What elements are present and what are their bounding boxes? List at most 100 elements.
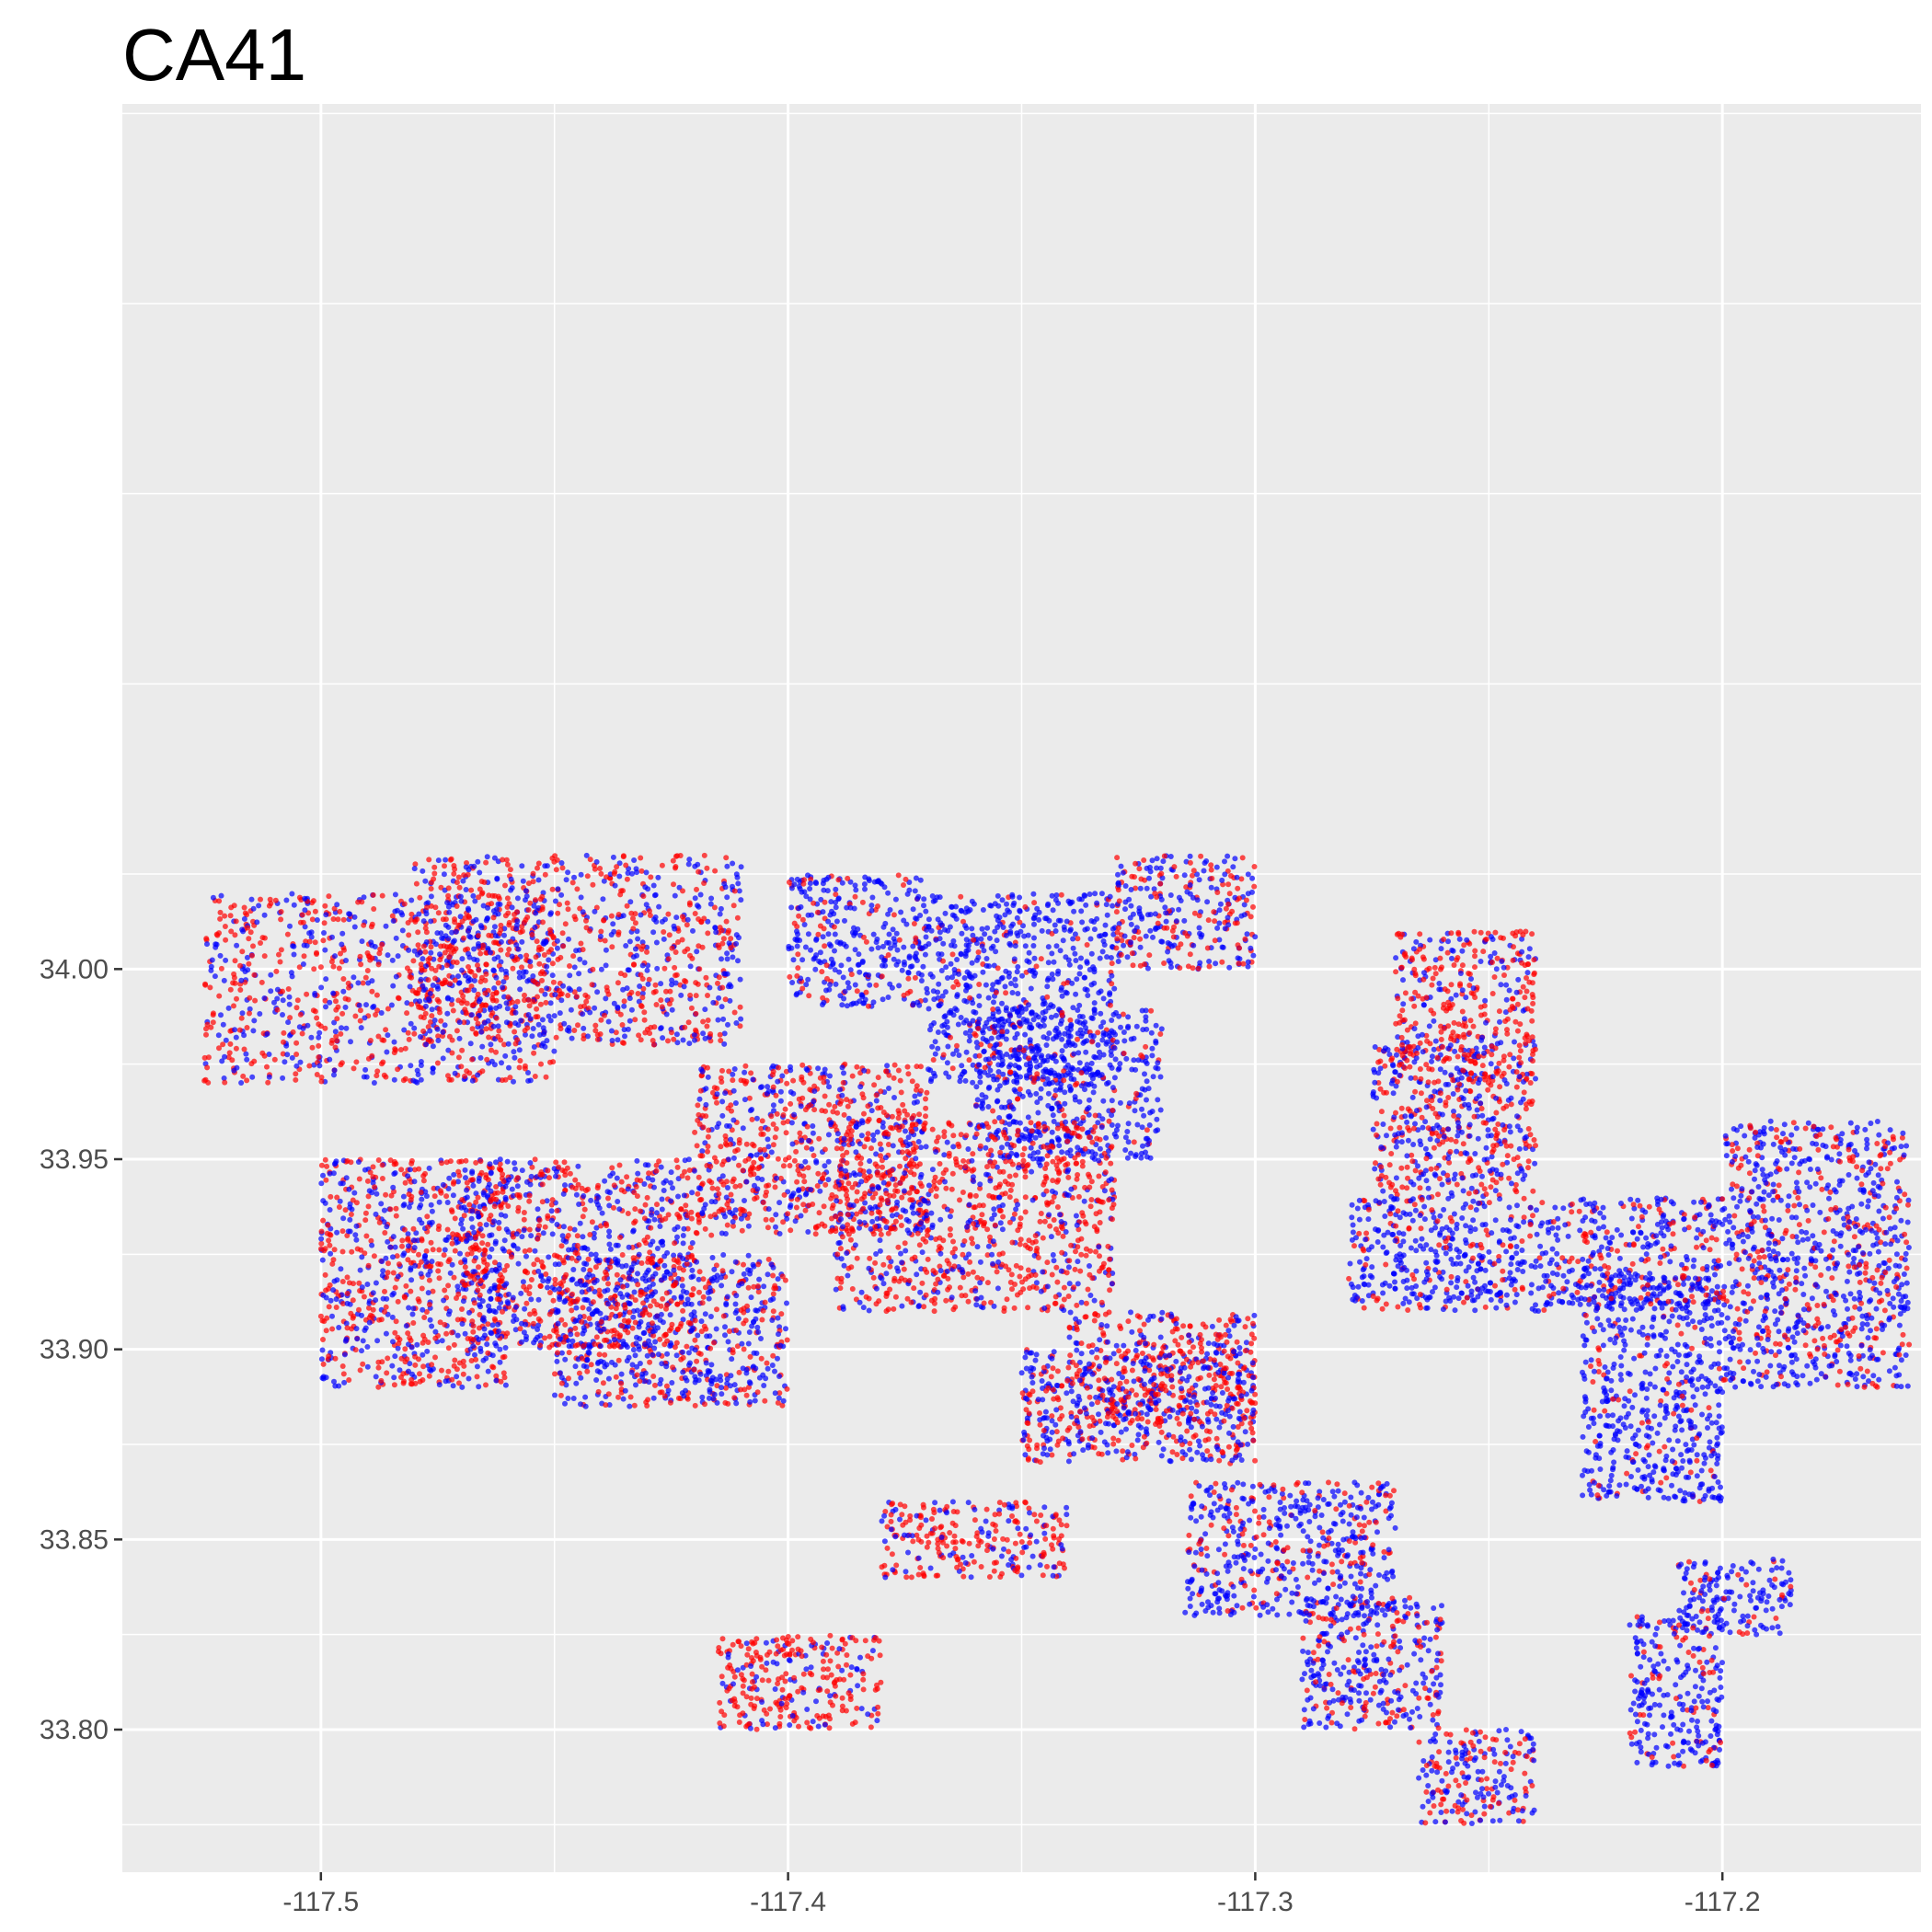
data-point-red: [334, 1038, 340, 1044]
data-point-red: [379, 1176, 385, 1181]
data-point-red: [460, 1371, 466, 1377]
data-point-red: [514, 1175, 521, 1181]
data-point-blue: [440, 1029, 446, 1035]
data-point-blue: [1031, 921, 1037, 927]
data-point-red: [578, 1004, 584, 1010]
data-point-red: [494, 1190, 500, 1196]
data-point-red: [1061, 1077, 1067, 1084]
data-point-red: [207, 984, 213, 991]
data-point-red: [481, 1268, 488, 1274]
data-point-blue: [539, 1017, 546, 1023]
data-point-blue: [1110, 1011, 1117, 1018]
data-point-blue: [950, 1012, 957, 1018]
data-point-red: [704, 1023, 710, 1029]
data-point-blue: [653, 1210, 660, 1216]
data-point-red: [722, 996, 729, 1003]
data-point-red: [412, 1353, 419, 1360]
data-point-blue: [995, 903, 1002, 909]
data-point-blue: [1072, 1097, 1078, 1103]
data-point-red: [895, 872, 902, 879]
data-point-blue: [323, 912, 329, 918]
data-point-red: [436, 1247, 443, 1253]
data-point-red: [545, 1167, 551, 1174]
data-point-blue: [935, 989, 941, 995]
data-point-blue: [535, 1021, 542, 1028]
data-point-blue: [910, 906, 916, 913]
data-point-red: [506, 901, 512, 907]
data-point-red: [438, 884, 444, 891]
data-point-blue: [959, 908, 965, 914]
data-point-blue: [1213, 960, 1219, 967]
data-point-red: [459, 1047, 466, 1053]
data-point-red: [244, 1077, 250, 1084]
data-point-blue: [962, 1077, 969, 1084]
data-point-blue: [484, 854, 490, 860]
data-point-blue: [435, 1038, 442, 1043]
data-point-red: [1219, 959, 1225, 965]
data-point-blue: [358, 1025, 364, 1031]
data-point-red: [435, 1268, 442, 1274]
data-point-blue: [378, 1201, 385, 1207]
data-point-blue: [371, 1080, 377, 1086]
data-point-blue: [405, 1173, 411, 1179]
data-point-red: [684, 922, 690, 928]
data-point-blue: [1061, 924, 1067, 930]
data-point-red: [428, 1239, 434, 1246]
data-point-red: [445, 1282, 452, 1289]
data-point-red: [284, 931, 291, 937]
data-point-blue: [583, 852, 590, 858]
data-point-red: [314, 951, 319, 957]
data-point-blue: [1146, 875, 1152, 881]
data-point-blue: [1028, 1025, 1034, 1031]
data-point-blue: [300, 1025, 306, 1031]
data-point-blue: [603, 947, 609, 953]
data-point-blue: [502, 1382, 509, 1388]
data-point-blue: [1154, 1116, 1160, 1122]
data-point-blue: [351, 914, 358, 920]
data-point-blue: [291, 951, 297, 958]
data-point-blue: [885, 890, 891, 896]
data-point-blue: [423, 1041, 430, 1048]
data-point-red: [488, 1213, 494, 1219]
data-point-blue: [1097, 955, 1103, 961]
data-point-blue: [455, 973, 461, 980]
data-point-red: [590, 881, 596, 888]
data-point-blue: [384, 1224, 390, 1230]
data-point-red: [352, 1347, 359, 1353]
data-point-red: [665, 956, 672, 962]
data-point-red: [407, 969, 413, 974]
data-point-red: [553, 867, 559, 873]
data-point-blue: [1064, 918, 1070, 925]
data-point-blue: [697, 891, 704, 898]
data-point-blue: [950, 937, 957, 944]
data-point-blue: [974, 1097, 981, 1103]
data-point-red: [669, 1029, 674, 1036]
data-point-blue: [444, 1200, 451, 1205]
data-point-red: [575, 1296, 581, 1303]
data-point-blue: [333, 1296, 339, 1303]
data-point-blue: [411, 866, 418, 872]
data-point-red: [1236, 945, 1243, 951]
data-point-blue: [643, 902, 650, 908]
data-point-blue: [463, 1207, 469, 1213]
data-point-blue: [668, 1169, 674, 1176]
data-point-red: [455, 1054, 462, 1061]
data-point-blue: [1122, 1147, 1129, 1153]
data-point-blue: [920, 963, 926, 970]
data-point-blue: [962, 950, 969, 957]
data-point-blue: [979, 1092, 985, 1098]
data-point-blue: [940, 940, 947, 947]
data-point-blue: [691, 1167, 697, 1174]
data-point-blue: [478, 925, 485, 931]
data-point-blue: [1057, 917, 1064, 924]
data-point-red: [1187, 951, 1193, 958]
data-point-red: [632, 911, 638, 917]
data-point-blue: [931, 1070, 937, 1076]
data-point-blue: [738, 1016, 744, 1022]
data-point-red: [336, 965, 342, 972]
data-point-blue: [482, 1332, 488, 1339]
data-point-red: [1038, 956, 1044, 962]
data-point-blue: [1081, 974, 1087, 981]
data-point-blue: [494, 876, 500, 882]
data-point-blue: [495, 1023, 501, 1029]
